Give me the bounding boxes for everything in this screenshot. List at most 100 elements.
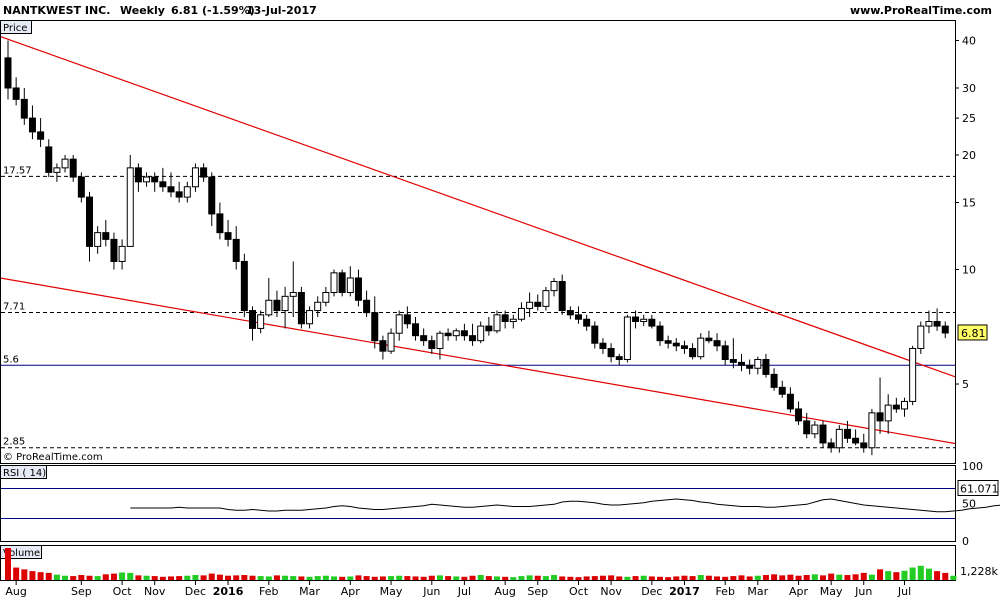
candle-body	[444, 332, 452, 337]
candle	[664, 335, 672, 349]
x-tick-label: Oct	[113, 585, 133, 598]
candle-body	[941, 325, 949, 334]
volume-bar	[942, 572, 949, 580]
candle	[656, 321, 664, 346]
candle-body	[672, 342, 680, 347]
volume-bar	[934, 571, 941, 580]
candle-body	[118, 245, 126, 262]
candle	[680, 340, 688, 354]
price-tick-label: 5	[962, 378, 969, 391]
axes: 40 30 25 20 15 10 5 6.81 100 50 0 61.071 1,228k Aug Se…	[5, 34, 999, 598]
candle	[249, 306, 256, 341]
candle	[159, 167, 167, 192]
candle-body	[632, 316, 640, 322]
candle	[363, 290, 371, 318]
candle	[444, 328, 452, 341]
level-label: 17.57	[3, 165, 32, 176]
candle-body	[346, 277, 354, 294]
volume-bar	[5, 548, 11, 580]
candle-body	[12, 87, 20, 100]
candle	[811, 420, 819, 439]
volume-bar	[216, 574, 223, 580]
x-tick-label: Aug	[494, 585, 515, 598]
candle-body	[493, 314, 501, 332]
chart-quote: 6.81 (-1.59%)	[171, 4, 255, 17]
candle-body	[428, 340, 436, 349]
volume-bar	[860, 572, 867, 580]
candle	[843, 420, 851, 443]
candle	[778, 380, 786, 398]
volume-bar	[119, 572, 126, 580]
volume-bar	[591, 576, 598, 580]
candle-body	[680, 345, 688, 349]
price-tick-label: 40	[962, 34, 976, 47]
volume-bar	[371, 576, 378, 580]
volume-bar	[925, 568, 932, 580]
candle	[909, 345, 917, 406]
candle-body	[526, 301, 534, 309]
candle-body	[159, 181, 167, 188]
candle	[191, 163, 199, 192]
volume-bar	[608, 575, 615, 580]
volume-last-label: 1,228k	[960, 565, 998, 578]
volume-bar	[681, 575, 688, 580]
x-tick-label: Nov	[600, 585, 622, 598]
rsi-panel-frame	[0, 465, 956, 542]
price-tick-label: 20	[962, 149, 976, 162]
candle-body	[542, 290, 550, 307]
volume-bar	[13, 567, 20, 580]
candle	[330, 269, 338, 297]
site-url[interactable]: www.ProRealTime.com	[850, 4, 992, 17]
last-price-label: 6.81	[961, 327, 986, 340]
candle-body	[901, 400, 908, 410]
candle-body	[827, 442, 835, 449]
candle	[566, 306, 574, 320]
candle	[403, 306, 411, 329]
candle	[257, 310, 265, 334]
candle-body	[819, 424, 827, 444]
candle	[762, 353, 770, 378]
price-panel-frame	[0, 20, 956, 464]
candle	[509, 314, 517, 329]
candle	[754, 356, 762, 375]
candle	[232, 226, 240, 270]
candle-body	[534, 301, 542, 307]
candle	[697, 333, 705, 360]
x-tick-label: Nov	[144, 585, 166, 598]
candle-body	[306, 310, 314, 325]
candle	[917, 321, 925, 354]
volume-bar	[396, 575, 403, 580]
volume-bar	[502, 576, 509, 580]
candle-body	[240, 260, 248, 312]
candle-body	[354, 277, 362, 301]
volume-bar	[599, 575, 606, 580]
volume-bar	[518, 576, 525, 580]
candle	[640, 314, 648, 327]
volume-bar	[950, 575, 957, 580]
candle	[86, 191, 93, 262]
candle-body	[175, 191, 183, 198]
volume-bar	[762, 575, 769, 580]
candle	[118, 239, 126, 270]
candle	[648, 314, 656, 329]
candle-body	[803, 420, 811, 435]
candle-body	[477, 325, 485, 342]
candle-body	[232, 238, 240, 262]
volume-bar	[241, 575, 248, 580]
candle	[941, 321, 949, 339]
candle-body	[363, 299, 371, 314]
candle-body	[697, 337, 705, 358]
volume-bar	[127, 572, 134, 580]
volume-bar	[428, 575, 435, 580]
volume-bar	[705, 575, 712, 580]
volume-bar	[225, 575, 232, 580]
candle-body	[387, 332, 395, 352]
volume-bar	[632, 576, 639, 580]
candle	[803, 412, 811, 439]
candle-body	[281, 295, 289, 312]
candle	[746, 359, 754, 375]
candle-body	[183, 186, 191, 198]
candle-body	[338, 272, 346, 294]
x-tick-label: Sep	[527, 585, 548, 598]
